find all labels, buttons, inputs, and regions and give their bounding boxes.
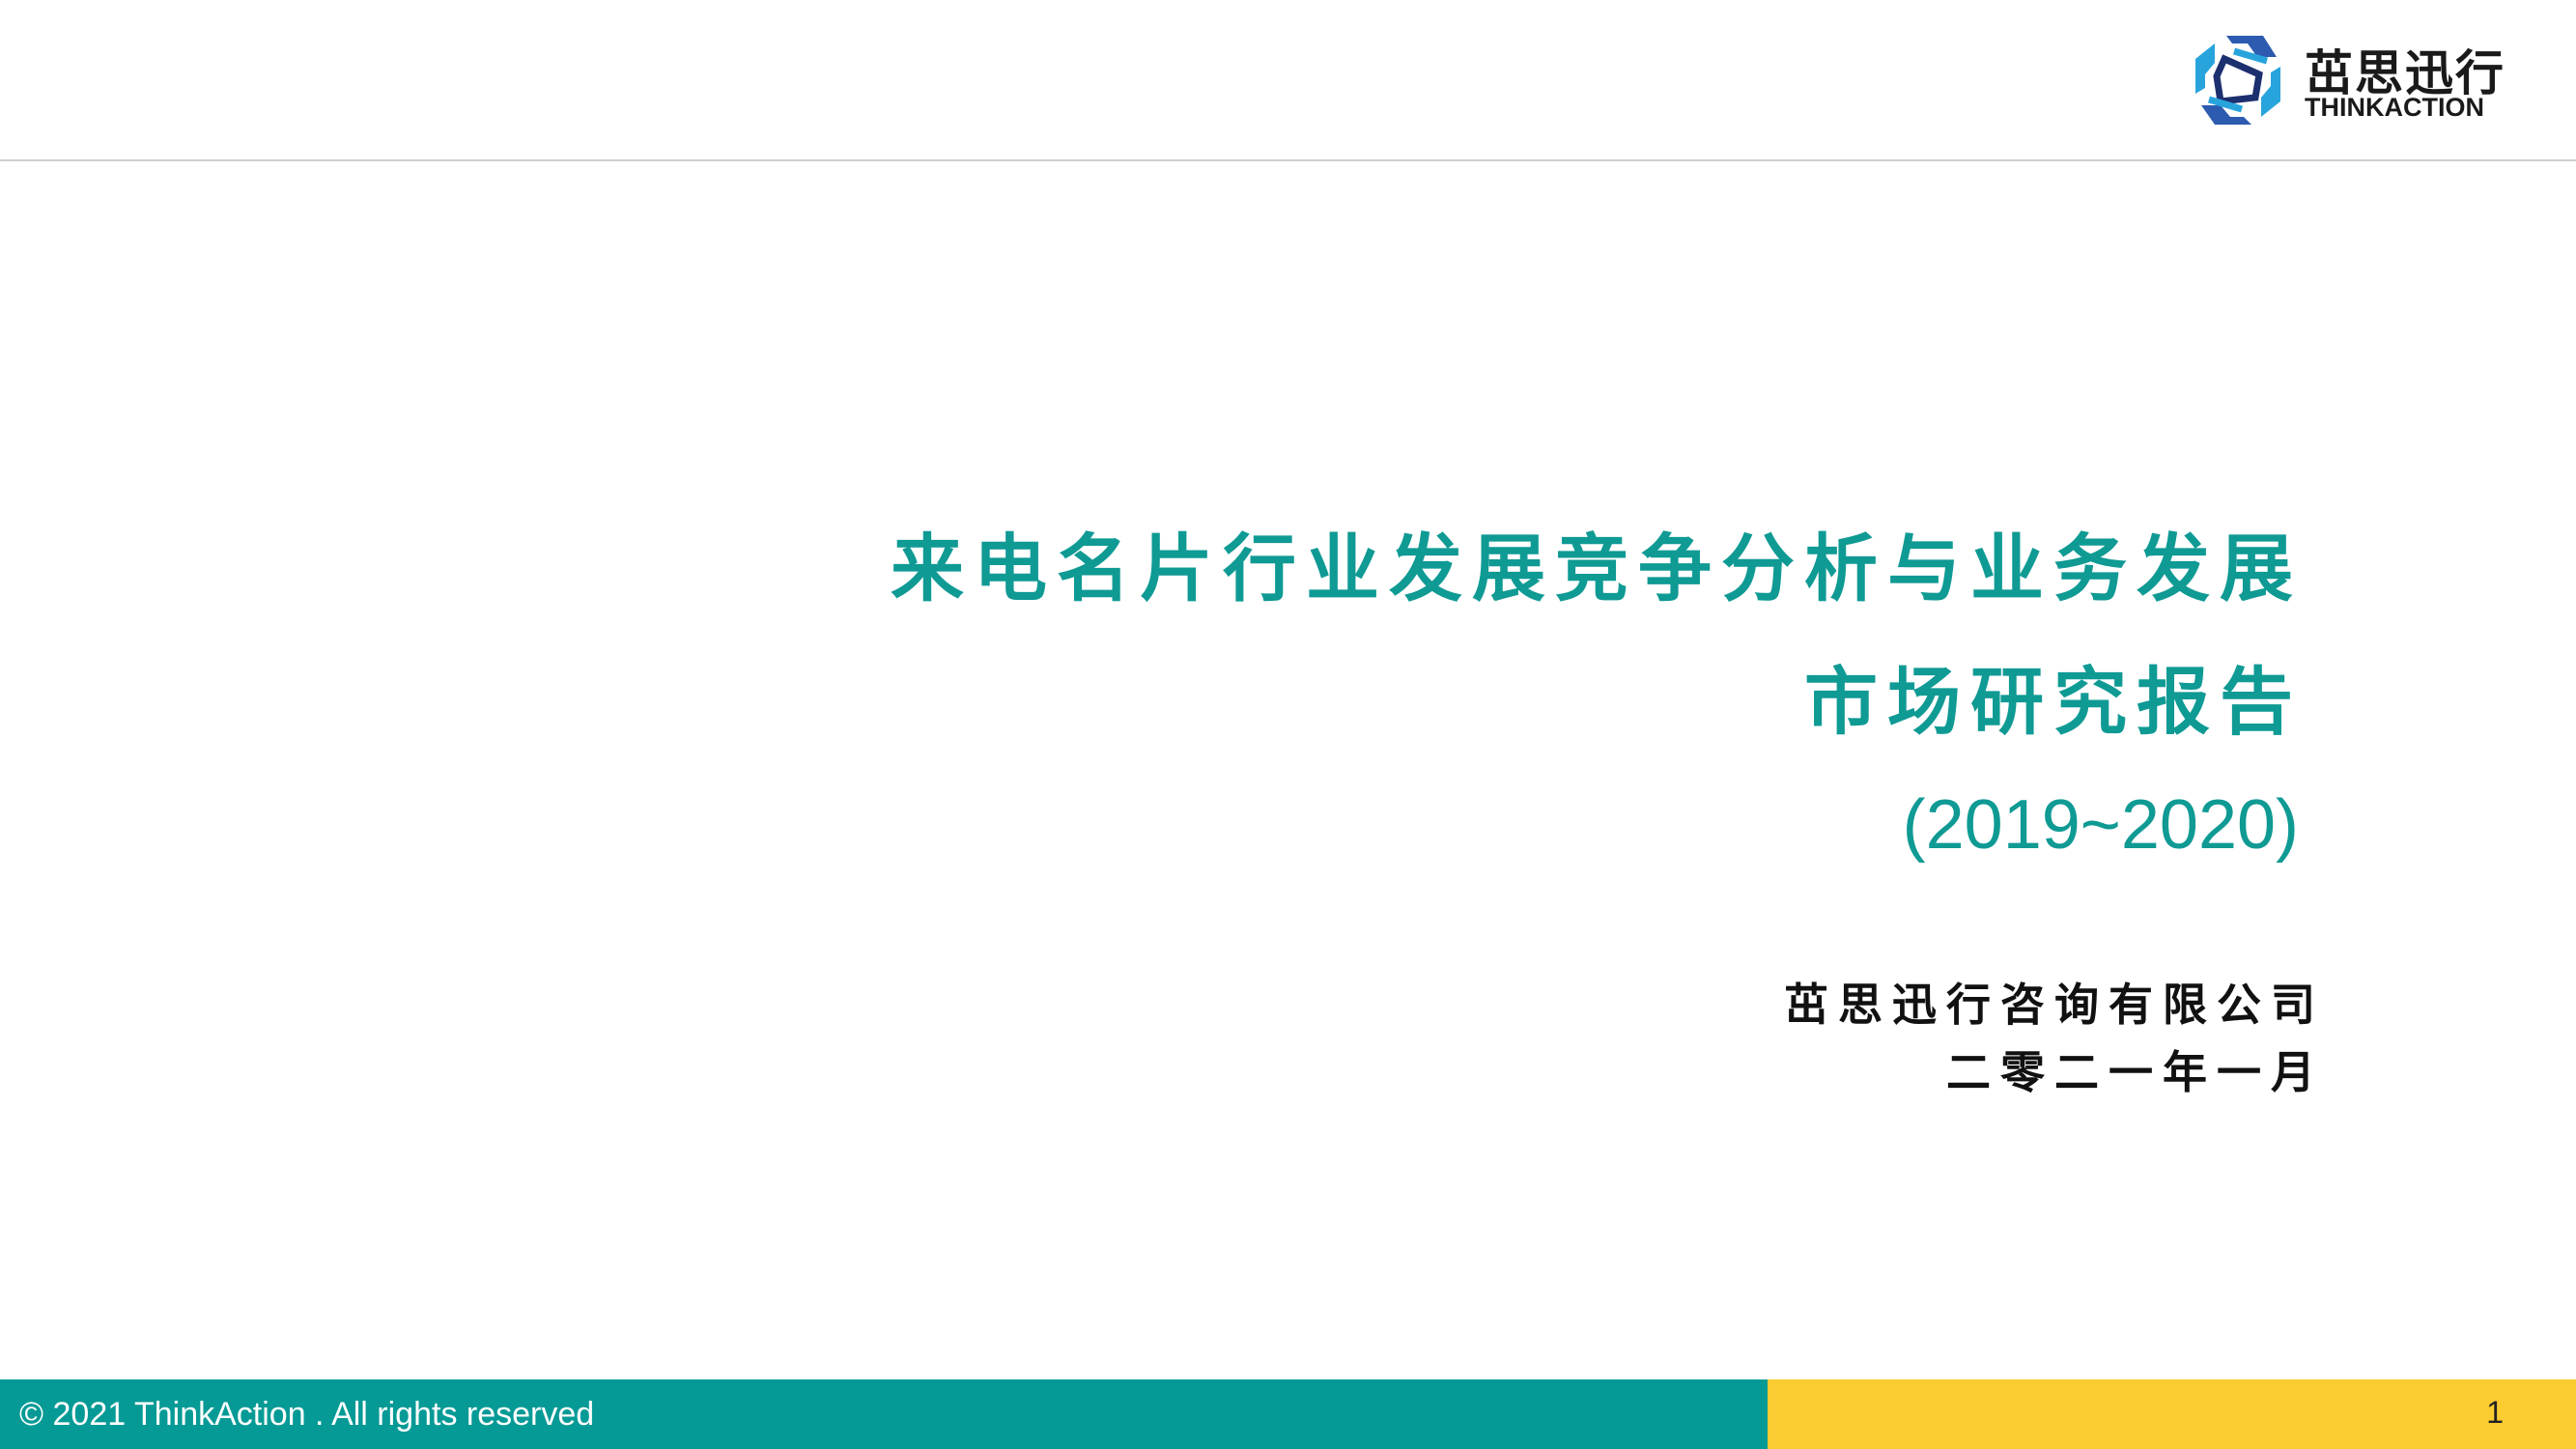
- logo-mark-icon: [2195, 36, 2280, 125]
- logo-name-en: THINKACTION: [2305, 93, 2484, 122]
- title-years: (2019~2020): [1902, 786, 2299, 864]
- footer-bar: © 2021 ThinkAction . All rights reserved: [0, 1379, 1768, 1449]
- header-divider: [0, 159, 2576, 161]
- title-line-2: 市场研究报告: [1804, 659, 2303, 745]
- publisher-info: 茁思迅行咨询有限公司 二零二一年一月: [1784, 971, 2325, 1106]
- company-name: 茁思迅行咨询有限公司: [1784, 979, 2325, 1031]
- thinkaction-logo: 茁思迅行 THINKACTION: [2185, 21, 2547, 137]
- footer-page-area: 1: [1768, 1379, 2576, 1449]
- publish-date: 二零二一年一月: [1946, 1046, 2325, 1098]
- report-title: 来电名片行业发展竞争分析与业务发展 市场研究报告 (2019~2020): [891, 502, 2303, 873]
- page-number: 1: [2486, 1395, 2504, 1430]
- title-line-1: 来电名片行业发展竞争分析与业务发展: [891, 526, 2303, 611]
- copyright-text: © 2021 ThinkAction . All rights reserved: [19, 1396, 595, 1433]
- logo-name-cn: 茁思迅行: [2305, 45, 2505, 101]
